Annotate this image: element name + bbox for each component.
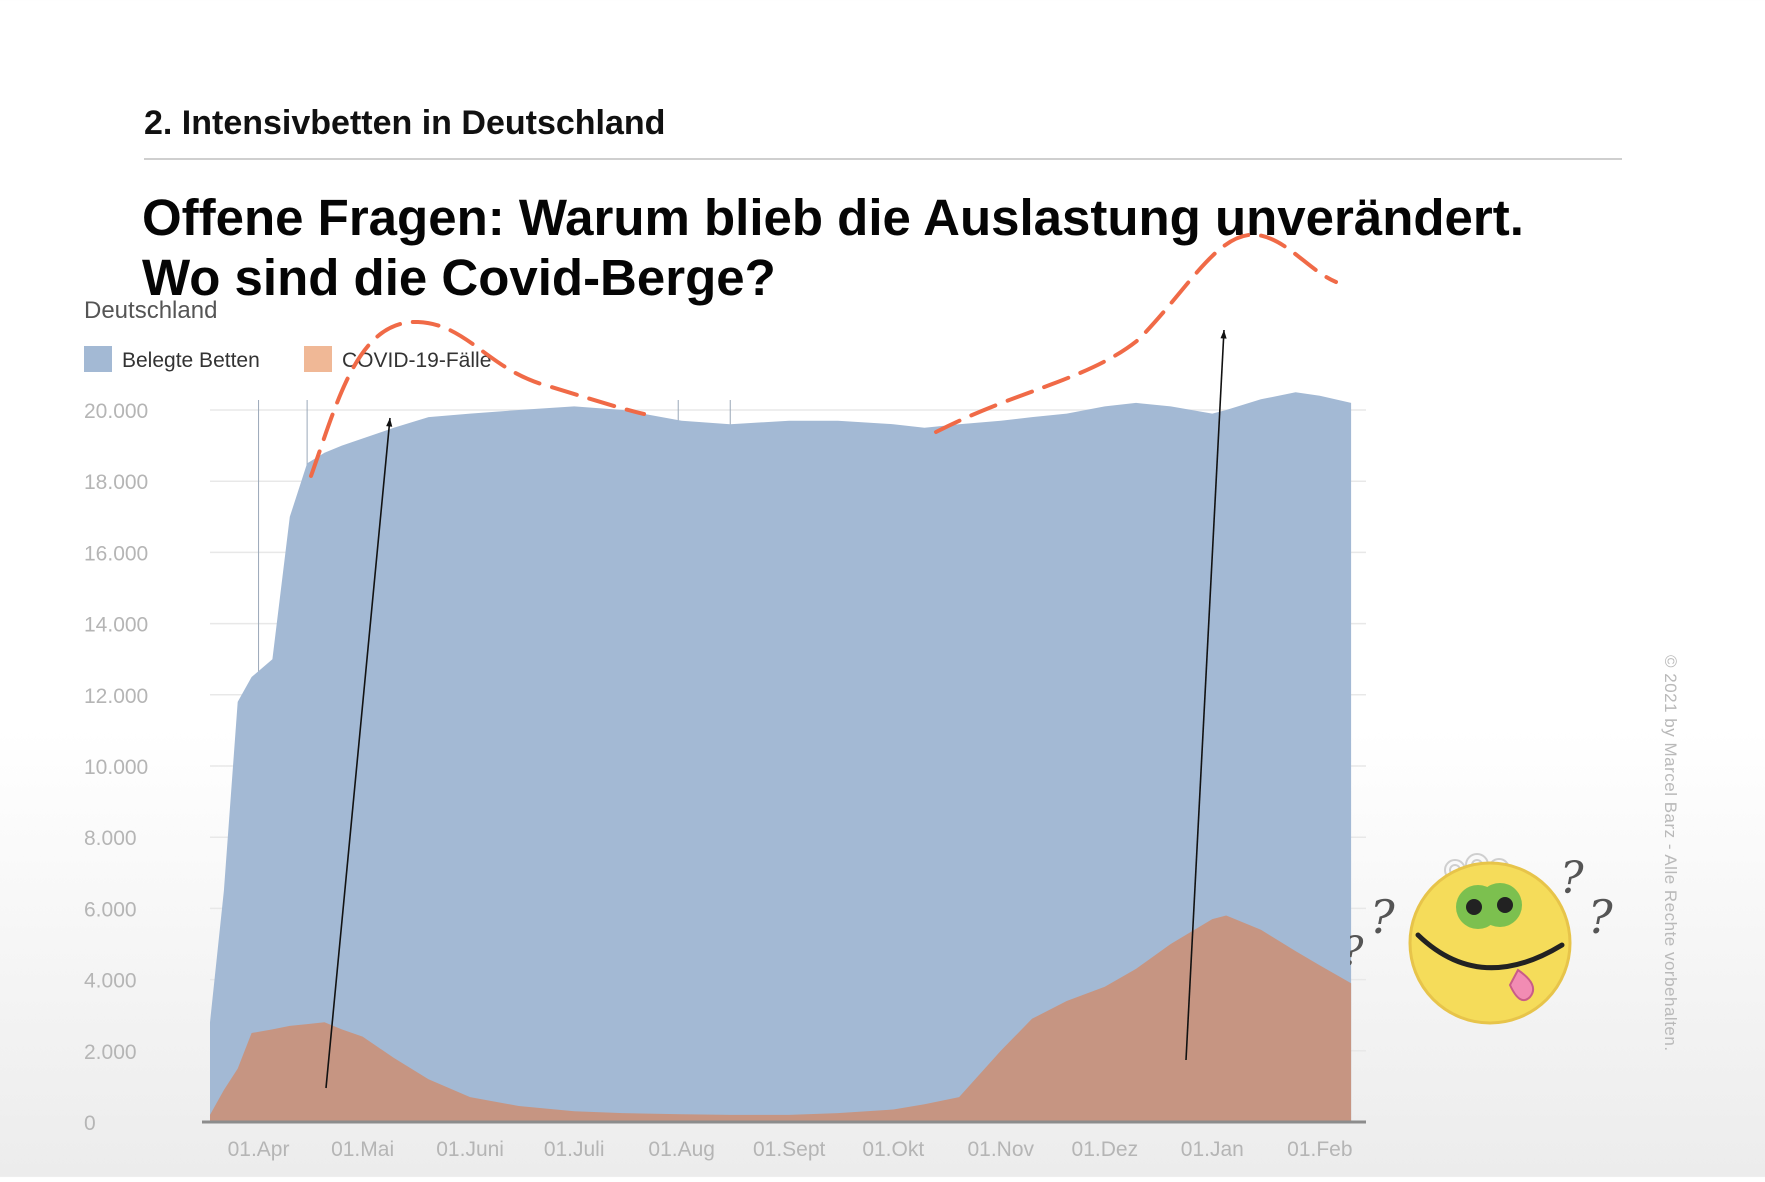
x-tick-label: 01.Nov [967,1138,1034,1161]
y-tick-label: 14.000 [84,614,148,637]
headline-line-2: Wo sind die Covid-Berge? [142,249,776,306]
svg-text:?: ? [1588,890,1613,944]
y-tick-label: 8.000 [84,827,137,850]
annotation-dashed-curve-2 [934,232,1338,434]
x-tick-label: 01.Okt [862,1138,924,1161]
series-belegte-betten-area [210,392,1352,1122]
headline-line-1: Offene Fragen: Warum blieb die Auslastun… [142,189,1524,246]
svg-text:?: ? [1370,890,1395,944]
legend-swatch [84,346,112,372]
confused-smiley-icon: ? ? ? ? [1342,835,1640,1040]
annotation-dashed-curve-1 [309,319,646,478]
section-title: 2. Intensivbetten in Deutschland [144,104,666,142]
x-tick-label: 01.Apr [228,1138,290,1161]
title-divider [144,158,1622,160]
x-tick-label: 01.Mai [331,1138,394,1161]
chart-region: Deutschland Belegte Betten COVID-19-Fälle 2… [78,232,1378,1182]
copyright-text: © 2021 by Marcel Barz - Alle Rechte vorb… [1661,655,1680,1052]
annotation-arrow-1 [325,417,391,1089]
x-tick-label: 01.Sept [753,1138,826,1161]
legend-label: Belegte Betten [122,349,260,372]
y-tick-label: 4.000 [84,970,137,993]
y-tick-label: 10.000 [84,756,148,779]
headline: Offene Fragen: Warum blieb die Auslastun… [142,188,1662,308]
y-tick-label: 16.000 [84,542,148,565]
svg-text:?: ? [1560,853,1584,904]
x-tick-label: 01.Juni [436,1138,504,1161]
y-tick-label: 2.000 [84,1041,137,1064]
y-tick-label: 18.000 [84,471,148,494]
x-tick-label: 01.Dez [1072,1138,1139,1161]
y-tick-label: 6.000 [84,898,137,921]
chart-title: Deutschland [84,297,217,324]
y-tick-label: 20.000 [84,400,148,423]
svg-text:?: ? [1350,929,1364,975]
x-tick-label: 01.Feb [1287,1138,1352,1161]
y-tick-label: 12.000 [84,685,148,708]
annotation-arrow-2-head [1220,330,1227,339]
smiley-mouth [1415,932,1565,971]
annotation-arrow-2 [1185,329,1225,1061]
x-tick-label: 01.Aug [648,1138,715,1161]
x-tick-label: 01.Juli [544,1138,605,1161]
y-tick-label: 0 [84,1112,96,1135]
annotation-arrow-1-head [386,418,393,427]
series-covid-faelle-area [210,915,1352,1122]
legend-label: COVID-19-Fälle [342,349,491,372]
legend-swatch [304,346,332,372]
area-chart: Deutschland Belegte Betten COVID-19-Fälle 2… [84,232,1366,1161]
x-tick-label: 01.Jan [1181,1138,1244,1161]
